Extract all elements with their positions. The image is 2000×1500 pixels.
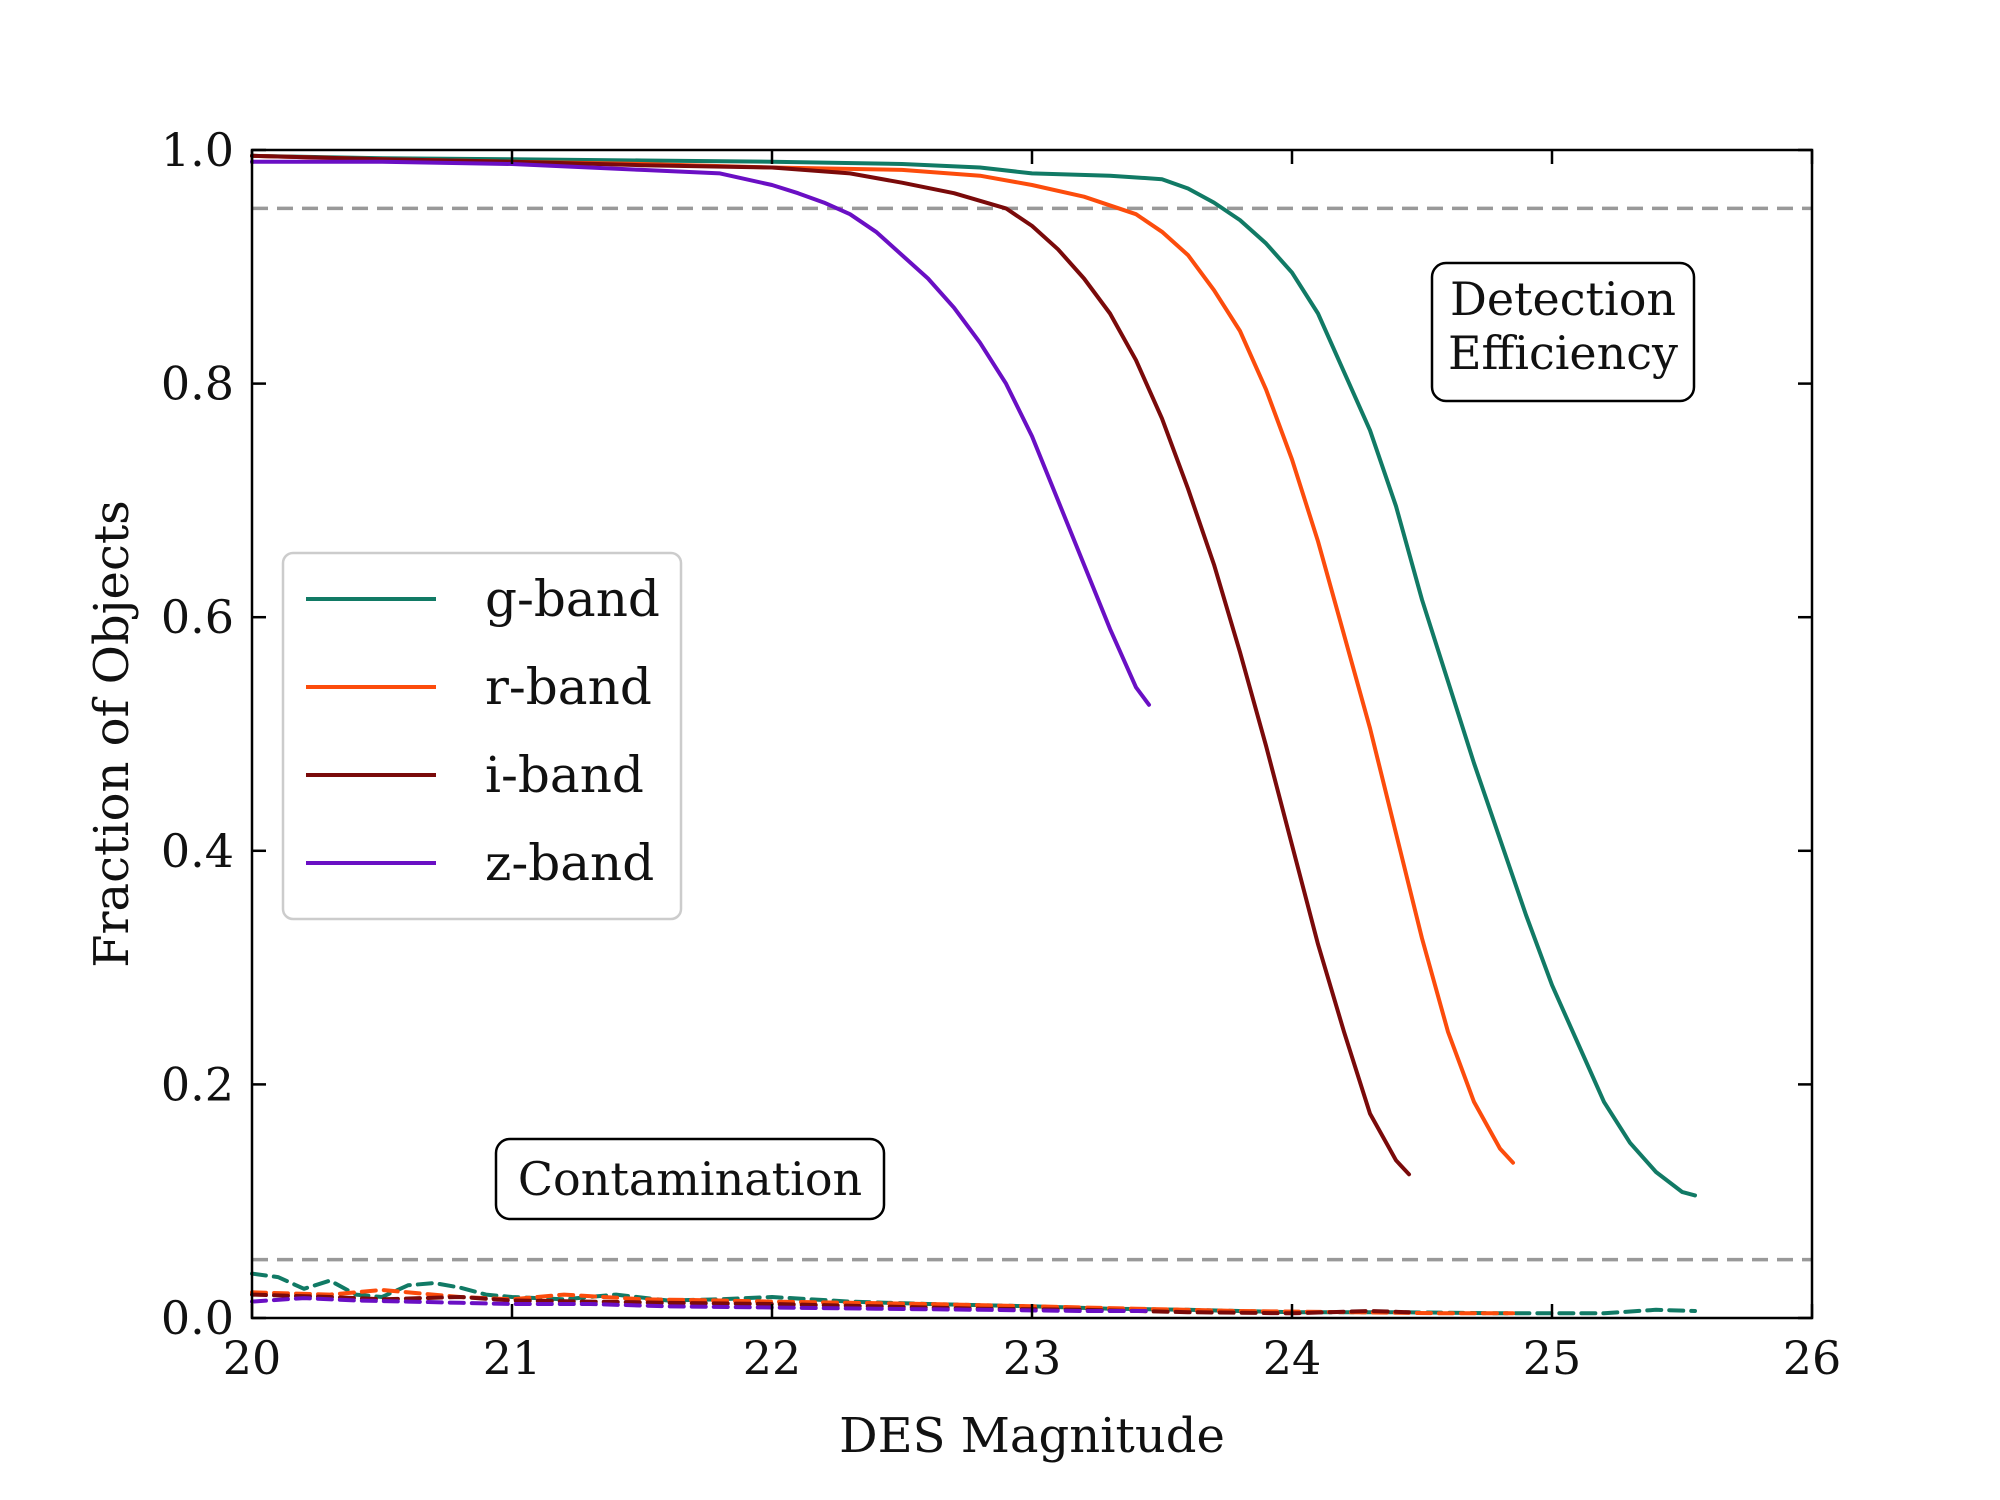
x-tick-label: 24	[1263, 1331, 1322, 1385]
y-tick-label: 0.6	[161, 590, 234, 644]
detection-efficiency-label: Detection Efficiency	[1448, 272, 1678, 380]
series-g-band-efficiency	[250, 153, 1697, 1198]
x-tick-label: 26	[1783, 1331, 1842, 1385]
y-tick-label: 0.8	[161, 357, 234, 411]
y-tick-label: 1.0	[161, 123, 234, 177]
series-z-band-contamination	[250, 1296, 1151, 1313]
y-tick-label: 0.4	[161, 824, 234, 878]
x-axis-label: DES Magnitude	[839, 1408, 1225, 1464]
annotation-box	[494, 1137, 886, 1221]
x-tick-label: 21	[483, 1331, 542, 1385]
contamination-label: Contamination	[518, 1152, 862, 1206]
x-tick-label: 25	[1523, 1331, 1582, 1385]
legend-label-g-band: g-band	[485, 570, 660, 628]
legend: g-band r-band i-band z-band	[281, 551, 683, 921]
y-axis-label: Fraction of Objects	[84, 500, 140, 968]
series-g-band-contamination	[250, 1271, 1697, 1316]
legend-label-z-band: z-band	[485, 834, 654, 892]
y-tick-label: 0.0	[161, 1291, 234, 1345]
annotation-line: Efficiency	[1448, 326, 1678, 380]
y-tick-label: 0.2	[161, 1057, 234, 1111]
x-tick-label: 22	[743, 1331, 802, 1385]
legend-label-r-band: r-band	[485, 658, 652, 716]
x-tick-label: 23	[1003, 1331, 1062, 1385]
x-tick-label: 20	[223, 1331, 282, 1385]
legend-entries: g-band r-band i-band z-band	[306, 570, 660, 892]
annotation-line: Detection	[1450, 272, 1676, 326]
annotation-box	[1430, 261, 1696, 403]
contamination-annotation: Contamination	[494, 1137, 886, 1221]
series-z-band-efficiency	[250, 159, 1151, 707]
tick-labels: 20 21 22 23 24 25 26 0.0 0.2 0.4 0.6 0.8 1.0	[161, 123, 1841, 1385]
series-i-band-efficiency	[250, 153, 1411, 1177]
reference-lines	[252, 206, 1812, 1262]
legend-frame	[281, 551, 683, 921]
legend-label-i-band: i-band	[485, 746, 644, 804]
axis-ticks	[250, 148, 1814, 1320]
detection-efficiency-annotation: Detection Efficiency	[1430, 261, 1696, 403]
